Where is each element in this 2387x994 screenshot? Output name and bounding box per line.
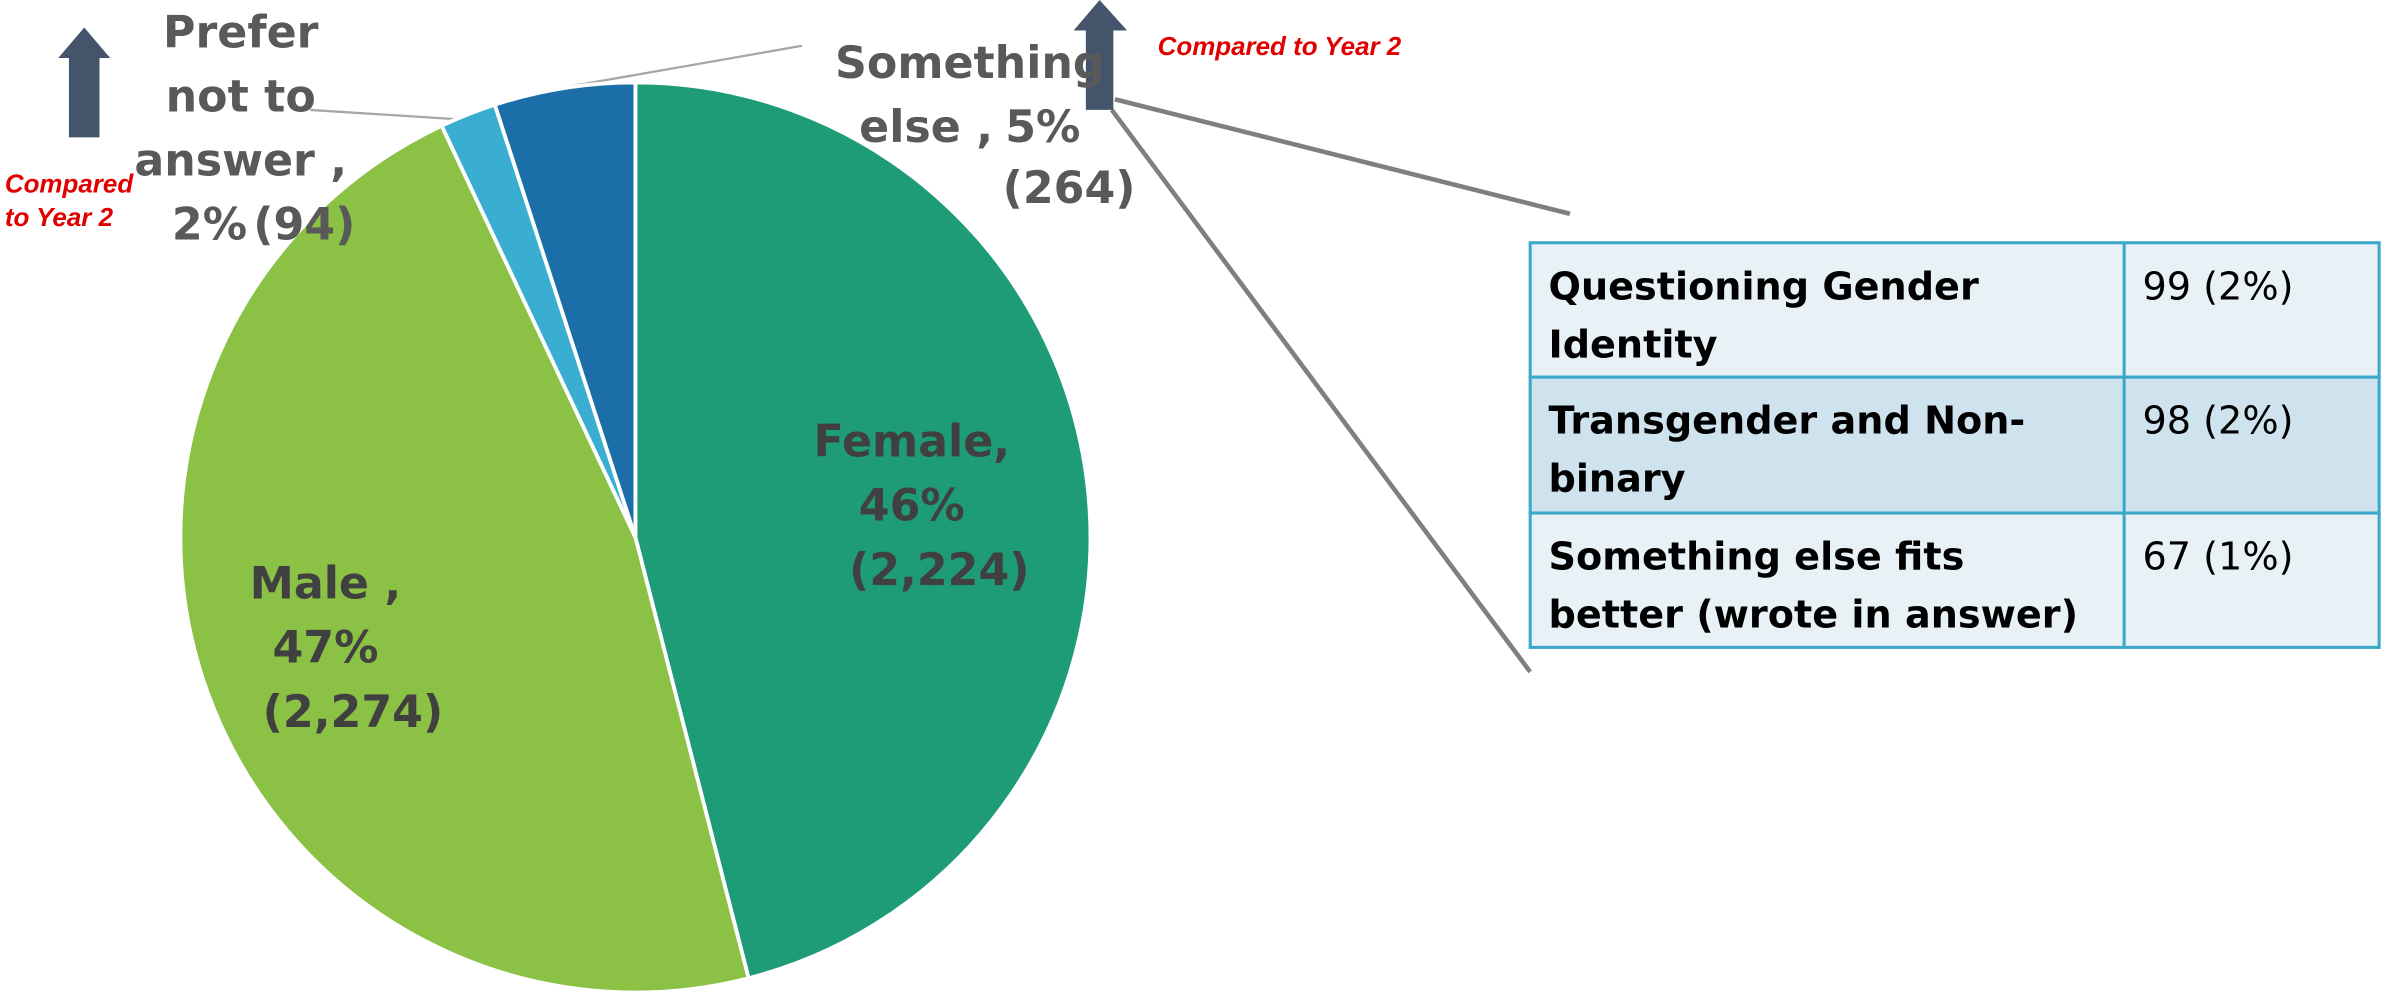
- data-label-box: Male , 47% (2,274): [173, 551, 478, 743]
- count-label: (264): [1002, 161, 1136, 214]
- annotation: Compared to Year 2: [1158, 33, 1402, 61]
- callout-line: [1114, 97, 1571, 216]
- arrow-up: [58, 27, 111, 138]
- pie-slice: [492, 80, 638, 539]
- table-cell: Questioning Gender Identity: [1548, 264, 1979, 367]
- table-row: [1528, 375, 2381, 515]
- count-label: (94): [253, 198, 356, 251]
- percent-label: 47%: [272, 621, 379, 674]
- table-cell: Transgender and Non-binary: [1548, 398, 2026, 501]
- annotation: Compared to Year 2: [4, 169, 134, 233]
- callout-line: [1109, 108, 1533, 674]
- category-line: Something else , 5%: [794, 31, 1145, 159]
- table-cell-text: Transgender and Non-binary: [1548, 398, 2026, 501]
- percent-label: 46%: [858, 479, 965, 532]
- count-label: (2,274): [262, 685, 444, 738]
- data-label: Prefer not to answer ,2% (94): [115, 0, 367, 257]
- category-label: Female,: [813, 415, 1011, 468]
- leader-line: [557, 44, 803, 90]
- percent-count-line: 2% (94): [115, 192, 367, 256]
- table-cell-text: 67 (1%): [2142, 534, 2294, 579]
- table-cell-text: Questioning Gender Identity: [1548, 264, 1979, 367]
- percent-label: 2%: [171, 198, 248, 251]
- leader-line: [310, 108, 456, 121]
- category-label: Male ,: [249, 557, 402, 610]
- category-label: Prefer not to answer ,: [134, 6, 348, 187]
- table-cell-text: Something else fits better (wrote in ans…: [1548, 534, 2079, 637]
- percent-label: 5%: [1005, 100, 1081, 153]
- data-label-box: Something else , 5% (264): [794, 31, 1145, 217]
- count-label: (2,224): [848, 543, 1030, 596]
- pie-slice: [178, 123, 751, 994]
- table-cell: 98 (2%): [2142, 398, 2294, 443]
- table-cell-text: 98 (2%): [2142, 398, 2294, 443]
- data-label: Female, 46% (2,224): [759, 409, 1064, 601]
- data-label: Male , 47% (2,274): [173, 551, 478, 743]
- annotation-text: Compared to Year 2: [4, 169, 134, 233]
- table-row: [1528, 511, 2381, 649]
- data-label-box: Female, 46% (2,224): [759, 409, 1064, 601]
- pie-slice: [633, 80, 1093, 981]
- arrow-up: [1073, 0, 1128, 110]
- data-label: Something else , 5%(264): [794, 31, 1145, 217]
- table-cell: Something else fits better (wrote in ans…: [1548, 534, 2079, 637]
- table-cell: 99 (2%): [2142, 264, 2294, 309]
- table-cell-text: 99 (2%): [2142, 264, 2294, 309]
- table-cell: 67 (1%): [2142, 534, 2294, 579]
- category-label: Something else ,: [835, 36, 1105, 153]
- data-label-box: Prefer not to answer , 2% (94): [115, 0, 367, 257]
